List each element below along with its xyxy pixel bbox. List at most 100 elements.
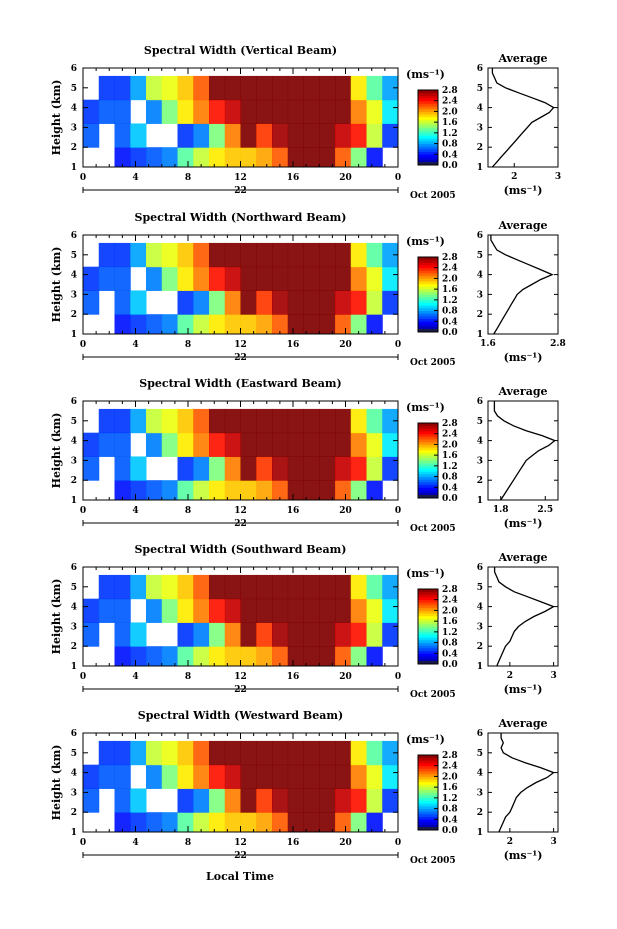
y-tick-label: 6 bbox=[71, 563, 77, 573]
heatmap-cell bbox=[335, 123, 352, 148]
colorbar-swatch bbox=[418, 318, 438, 322]
colorbar-tick-label: 0.8 bbox=[442, 307, 458, 317]
colorbar-swatch bbox=[418, 433, 438, 437]
heatmap-cell bbox=[114, 432, 131, 457]
colorbar-swatch bbox=[418, 323, 438, 328]
heatmap-cell bbox=[272, 480, 289, 501]
y-axis-label: Height (km) bbox=[50, 247, 63, 323]
x-tick-label: 20 bbox=[339, 340, 352, 350]
heatmap-cell bbox=[335, 480, 352, 501]
x-tick-label: 4 bbox=[132, 672, 138, 682]
colorbar-swatch bbox=[418, 821, 438, 826]
heatmap-cell bbox=[335, 788, 352, 813]
average-title: Average bbox=[497, 385, 547, 398]
average-x-tick-label: 1.8 bbox=[493, 505, 509, 515]
colorbar-swatch bbox=[418, 159, 438, 163]
colorbar-swatch bbox=[418, 800, 438, 804]
colorbar-tick-label: 2.8 bbox=[442, 86, 458, 96]
x-tick-label: 4 bbox=[132, 340, 138, 350]
colorbar-swatch bbox=[418, 124, 438, 128]
colorbar-swatch bbox=[418, 597, 438, 601]
heatmap-cell bbox=[146, 147, 163, 168]
heatmap-cell bbox=[209, 646, 226, 667]
heatmap-cell bbox=[382, 740, 399, 766]
y-tick-label: 1 bbox=[71, 828, 77, 838]
heatmap-cell bbox=[256, 290, 273, 315]
x-tick-label: 12 bbox=[234, 506, 247, 516]
average-xlabel: (ms⁻¹) bbox=[504, 849, 543, 862]
heatmap-cell bbox=[177, 480, 194, 501]
heatmap-cell bbox=[256, 646, 273, 667]
heatmap-cell bbox=[114, 480, 131, 501]
heatmap-cell bbox=[193, 290, 210, 315]
heatmap-cell bbox=[256, 432, 273, 457]
colorbar-swatch bbox=[418, 481, 438, 486]
colorbar-swatch bbox=[418, 607, 438, 611]
colorbar-swatch bbox=[418, 795, 438, 799]
average-frame bbox=[487, 400, 559, 501]
heatmap-cell bbox=[161, 314, 178, 335]
colorbar-tick-label: 2.0 bbox=[442, 772, 458, 782]
colorbar-swatch bbox=[418, 257, 438, 261]
average-title: Average bbox=[497, 551, 547, 564]
heatmap-cell bbox=[272, 147, 289, 168]
colorbar-swatch bbox=[418, 661, 438, 664]
average-x-tick-label: 3 bbox=[555, 172, 561, 182]
colorbar-tick-label: 1.2 bbox=[442, 462, 458, 472]
heatmap-cell bbox=[130, 788, 147, 813]
heatmap-cell bbox=[177, 408, 194, 434]
colorbar-swatch bbox=[418, 428, 438, 432]
heatmap-cell bbox=[114, 598, 131, 623]
heatmap-cell bbox=[319, 646, 336, 667]
colorbar-tick-label: 1.6 bbox=[442, 617, 458, 627]
colorbar-swatch bbox=[418, 143, 438, 147]
heatmap-cell bbox=[303, 408, 320, 434]
heatmap-cell bbox=[287, 290, 304, 315]
heatmap-cell bbox=[240, 242, 257, 268]
colorbar-tick-label: 2.0 bbox=[442, 440, 458, 450]
heatmap-cell bbox=[209, 290, 226, 315]
average-x-tick-label: 2 bbox=[507, 837, 513, 847]
heatmap-cell bbox=[319, 314, 336, 335]
heatmap-cell bbox=[98, 764, 115, 789]
heatmap-cell bbox=[114, 812, 131, 833]
heatmap-cell bbox=[287, 598, 304, 623]
heatmap-cell bbox=[209, 622, 226, 647]
heatmap-cell bbox=[303, 788, 320, 813]
panel-title: Spectral Width (Westward Beam) bbox=[138, 709, 343, 722]
heatmap-cell bbox=[366, 290, 383, 315]
colorbar-swatch bbox=[418, 792, 438, 796]
heatmap-cell bbox=[272, 764, 289, 789]
colorbar-swatch bbox=[418, 479, 438, 483]
heatmap-cell bbox=[335, 266, 352, 291]
heatmap-cell bbox=[146, 242, 163, 268]
y-axis-label: Height (km) bbox=[50, 80, 63, 156]
average-frame bbox=[487, 566, 559, 667]
colorbar-swatch bbox=[418, 313, 438, 317]
heatmap-cell bbox=[209, 480, 226, 501]
colorbar-swatch bbox=[418, 645, 438, 649]
panel-vertical: Spectral Width (Vertical Beam)123456Heig… bbox=[50, 44, 561, 201]
average-plot: Average 1 2 3 4 5 6 2 3 (ms⁻¹) bbox=[477, 551, 559, 696]
colorbar-tick-label: 0.4 bbox=[442, 483, 458, 493]
x-tick-label: 16 bbox=[287, 672, 300, 682]
y-tick-label: 5 bbox=[71, 417, 77, 427]
heatmap-cell bbox=[366, 123, 383, 148]
heatmap-cell bbox=[256, 242, 273, 268]
heatmap-cell bbox=[114, 622, 131, 647]
heatmap-cell bbox=[98, 99, 115, 124]
colorbar-swatch bbox=[418, 824, 438, 828]
colorbar-tick-label: 0.8 bbox=[442, 805, 458, 815]
heatmap-cell bbox=[287, 812, 304, 833]
average-y-tick-label: 2 bbox=[477, 476, 483, 486]
heatmap-cell bbox=[303, 75, 320, 101]
panel-eastward: Spectral Width (Eastward Beam)123456Heig… bbox=[50, 377, 559, 534]
x-tick-label: 20 bbox=[339, 506, 352, 516]
heatmap-cell bbox=[224, 622, 241, 647]
average-title: Average bbox=[497, 52, 547, 65]
heatmap-cell bbox=[350, 408, 367, 434]
heatmap-cell bbox=[350, 266, 367, 291]
heatmap-cell bbox=[177, 432, 194, 457]
colorbar-swatch bbox=[418, 270, 438, 274]
heatmap-cell bbox=[193, 314, 210, 335]
